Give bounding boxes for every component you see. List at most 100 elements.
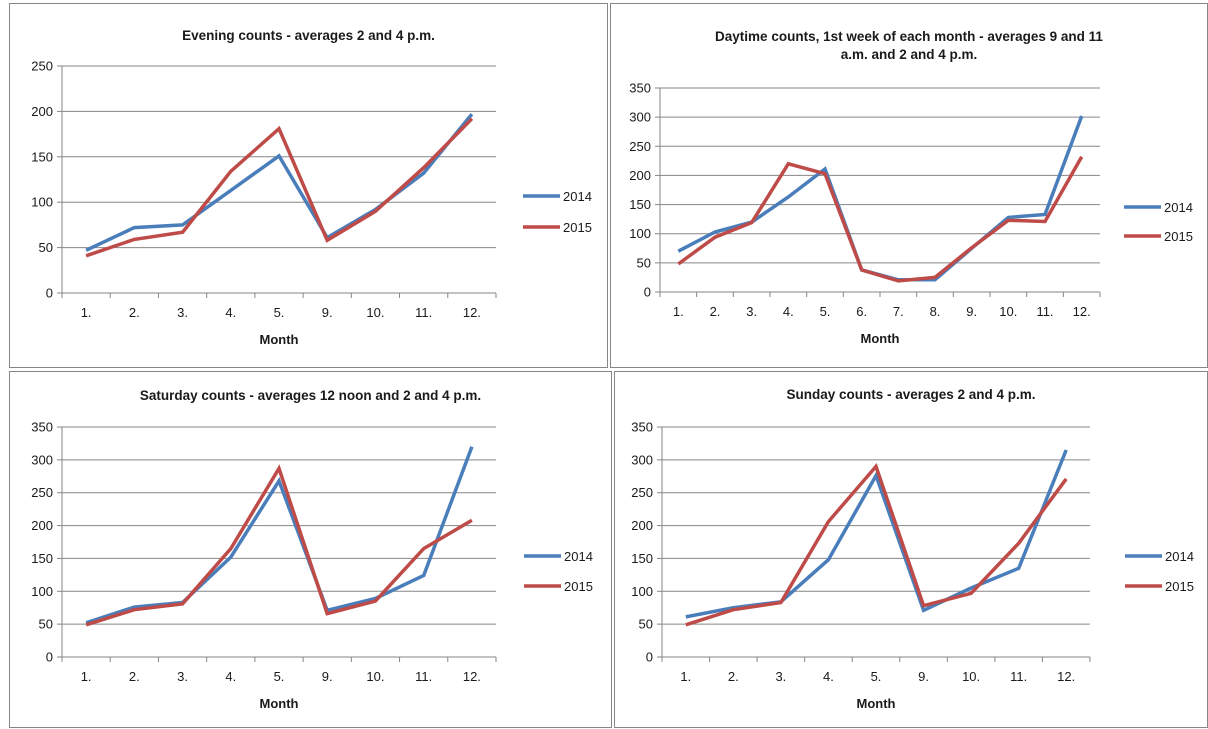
x-tick-label: 11. — [415, 305, 432, 320]
x-tick-label: 11. — [1010, 669, 1027, 684]
x-tick-label: 12. — [1057, 669, 1075, 684]
x-tick-label: 10. — [999, 304, 1017, 319]
y-tick-label: 200 — [631, 518, 653, 533]
legend-label: 2015 — [563, 220, 592, 235]
evening-counts-chart: Evening counts - averages 2 and 4 p.m. 0… — [9, 3, 608, 368]
y-tick-label: 300 — [31, 452, 53, 467]
x-tick-label: 3. — [177, 305, 188, 320]
y-tick-label: 100 — [629, 226, 651, 241]
y-tick-label: 200 — [629, 168, 651, 183]
x-tick-label: 2. — [129, 305, 140, 320]
sunday-counts-chart: Sunday counts - averages 2 and 4 p.m. 0 5… — [614, 371, 1208, 728]
y-tick-label: 0 — [644, 285, 651, 300]
x-tick-label: 9. — [966, 304, 977, 319]
legend-label: 2014 — [563, 189, 592, 204]
y-tick-label: 150 — [31, 149, 53, 164]
x-tick-label: 1. — [81, 305, 92, 320]
x-tick-label: 5. — [871, 669, 882, 684]
x-tick-label: 5. — [274, 305, 285, 320]
y-tick-label: 50 — [39, 617, 53, 632]
x-tick-label: 5. — [820, 304, 831, 319]
chart-plot-area: 0 50 100 150 200 250 300 350 1. 2. 3. 4. 5. 9. 10. 11. 1… — [31, 420, 593, 712]
x-tick-label: 2. — [728, 669, 739, 684]
legend-label: 2014 — [1165, 549, 1194, 564]
chart-plot-area: 0 50 100 150 200 250 300 350 1. 2. 3. 4. 5. 6. 7. 8. 9. 1… — [629, 81, 1193, 347]
y-tick-label: 250 — [629, 139, 651, 154]
x-tick-label: 9. — [918, 669, 929, 684]
series-line-2014 — [85, 112, 474, 252]
series-line-2015 — [85, 464, 473, 627]
series-line-2015 — [677, 155, 1084, 283]
x-tick-label: 10. — [366, 305, 384, 320]
x-tick-label: 4. — [823, 669, 834, 684]
legend-label: 2015 — [1165, 579, 1194, 594]
series-line-2014 — [685, 449, 1068, 619]
y-tick-label: 150 — [31, 551, 53, 566]
daytime-counts-chart: Daytime counts, 1st week of each month -… — [610, 3, 1208, 368]
x-tick-label: 8. — [930, 304, 941, 319]
x-tick-label: 5. — [274, 669, 285, 684]
x-tick-label: 1. — [673, 304, 684, 319]
x-tick-label: 11. — [1036, 304, 1053, 319]
y-tick-label: 0 — [46, 286, 53, 301]
y-tick-label: 250 — [31, 485, 53, 500]
x-axis-title: Month — [260, 332, 299, 347]
y-tick-label: 50 — [39, 240, 53, 255]
y-tick-label: 350 — [629, 81, 651, 96]
x-tick-label: 2. — [129, 669, 140, 684]
x-axis-title: Month — [861, 331, 900, 346]
x-tick-label: 9. — [322, 669, 333, 684]
x-tick-label: 3. — [177, 669, 188, 684]
chart-plot-area: 0 50 100 150 200 250 300 350 1. 2. 3. 4. 5. 9. 10. 11. 1… — [631, 420, 1194, 712]
legend-label: 2014 — [564, 549, 593, 564]
y-tick-label: 200 — [31, 104, 53, 119]
y-tick-label: 350 — [631, 420, 653, 435]
x-tick-label: 2. — [710, 304, 721, 319]
x-tick-label: 4. — [225, 305, 236, 320]
x-tick-label: 1. — [81, 669, 92, 684]
x-tick-label: 9. — [322, 305, 333, 320]
chart-plot-area: 0 50 100 150 200 250 1. 2. 3. 4. 5. 9. 10. 11. 12. Mont… — [31, 59, 592, 348]
chart-title: Sunday counts - averages 2 and 4 p.m. — [786, 387, 1036, 402]
y-tick-label: 300 — [629, 110, 651, 125]
x-axis-title: Month — [260, 696, 299, 711]
y-tick-label: 100 — [631, 584, 653, 599]
series-line-2014 — [677, 115, 1084, 282]
chart-title: Saturday counts - averages 12 noon and 2… — [139, 388, 482, 403]
y-tick-label: 250 — [631, 485, 653, 500]
chart-title: Daytime counts, 1st week of each month -… — [715, 29, 1103, 62]
x-tick-label: 7. — [893, 304, 904, 319]
x-tick-label: 10. — [366, 669, 384, 684]
chart-title: Evening counts - averages 2 and 4 p.m. — [182, 28, 435, 43]
series-line-2015 — [85, 117, 474, 258]
x-tick-label: 12. — [463, 305, 481, 320]
legend-label: 2014 — [1164, 200, 1193, 215]
y-tick-label: 150 — [631, 551, 653, 566]
x-tick-label: 3. — [775, 669, 786, 684]
y-tick-label: 50 — [639, 617, 653, 632]
series-line-2014 — [85, 446, 474, 625]
x-tick-label: 12. — [1073, 304, 1091, 319]
x-tick-label: 10. — [962, 669, 980, 684]
x-axis-title: Month — [857, 696, 896, 711]
x-tick-label: 1. — [680, 669, 691, 684]
y-tick-label: 100 — [31, 195, 53, 210]
x-tick-label: 3. — [746, 304, 757, 319]
y-tick-label: 200 — [31, 518, 53, 533]
x-tick-label: 6. — [856, 304, 867, 319]
y-tick-label: 350 — [31, 420, 53, 435]
legend-label: 2015 — [564, 579, 593, 594]
y-tick-label: 300 — [631, 452, 653, 467]
x-tick-label: 12. — [463, 669, 481, 684]
series-line-2015 — [685, 462, 1068, 627]
y-tick-label: 0 — [46, 650, 53, 665]
x-tick-label: 4. — [225, 669, 236, 684]
y-tick-label: 0 — [646, 650, 653, 665]
x-tick-label: 11. — [415, 669, 432, 684]
y-tick-label: 150 — [629, 197, 651, 212]
y-tick-label: 50 — [637, 255, 651, 270]
y-tick-label: 250 — [31, 59, 53, 74]
x-tick-label: 4. — [783, 304, 794, 319]
y-tick-label: 100 — [31, 584, 53, 599]
legend-label: 2015 — [1164, 229, 1193, 244]
